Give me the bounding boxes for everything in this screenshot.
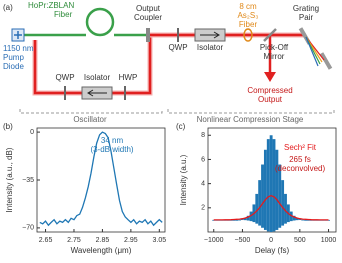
oscillator-bracket: [19, 109, 163, 114]
fringe-band: [238, 219, 242, 221]
x-axis-label: Delay (fs): [255, 246, 290, 255]
x-tick-label: 1000: [321, 237, 337, 244]
fringe-band: [263, 149, 267, 230]
fringe-band: [266, 139, 270, 232]
y-tick-label: 2: [201, 205, 205, 212]
pick-off-label: Mirror: [264, 52, 285, 61]
gain-fiber-label: Fiber: [54, 10, 73, 19]
pump-label: Diode: [3, 62, 24, 71]
fringe-band: [281, 180, 285, 226]
y-tick-label: 4: [201, 180, 205, 187]
fringe-band: [241, 219, 244, 221]
coupler-label: Output: [136, 4, 161, 13]
output-coupler: [146, 28, 150, 42]
fringe-band: [275, 149, 279, 230]
fringe-band: [255, 193, 259, 224]
x-tick-label: 500: [294, 237, 306, 244]
fringe-band: [284, 193, 287, 224]
diode-icon: [14, 31, 22, 39]
x-axis-label: Wavelength (μm): [71, 246, 132, 255]
x-tick-label: 2.85: [96, 237, 110, 244]
isolator-label: Isolator: [197, 43, 224, 52]
grating: [319, 52, 333, 70]
y-tick-label: 8: [201, 132, 205, 139]
x-tick-label: −1000: [204, 237, 224, 244]
label-bg: [190, 115, 310, 125]
grating-label: Pair: [299, 13, 314, 22]
nl-fiber-label: 8 cm: [239, 2, 257, 11]
stage-label: Oscillator: [73, 115, 107, 124]
annotation: (3-dB width): [90, 145, 133, 154]
y-tick-label: 6: [201, 156, 205, 163]
x-tick-label: 0: [269, 237, 273, 244]
fringe-band: [327, 219, 330, 221]
grating-label: Grating: [293, 4, 319, 13]
isolator-label: Isolator: [84, 73, 111, 82]
oscillator-beam: [33, 35, 152, 95]
output-label: Compressed: [247, 86, 292, 95]
fiber-loop: [85, 7, 115, 37]
fringe-band: [304, 219, 308, 221]
pump-label: Pump: [3, 53, 24, 62]
panel-label: (c): [176, 122, 186, 131]
isolator-arrow: [87, 89, 107, 97]
fringe-band: [307, 219, 310, 221]
y-tick-label: 0: [30, 129, 34, 136]
output-arrow: [264, 72, 276, 82]
fringe-band: [261, 164, 264, 228]
fringe-band: [295, 218, 299, 221]
qwp-label: QWP: [168, 43, 187, 52]
setup-diagram: [11, 7, 335, 125]
x-tick-label: 2.65: [39, 237, 53, 244]
annotation: (deconvolved): [275, 164, 326, 173]
qwp-label: QWP: [55, 73, 74, 82]
compression-bracket: [167, 109, 335, 114]
fringe-band: [301, 219, 305, 221]
fringe-band: [243, 218, 247, 221]
fringe-band: [249, 211, 253, 222]
y-tick-label: −70: [22, 225, 34, 232]
data-line: [213, 195, 329, 221]
fringe-band: [292, 215, 296, 221]
panel-label: (b): [3, 122, 13, 131]
y-tick-label: −35: [22, 177, 34, 184]
hwp-label: HWP: [119, 73, 138, 82]
legend-entry: Sech² Fit: [284, 143, 317, 152]
spectrum-ray: [305, 36, 319, 67]
pump-label: 1150 nm: [3, 44, 34, 53]
fringe-band: [269, 135, 273, 232]
nl-fiber-label: As₂S₃: [237, 11, 258, 20]
pick-off-mirror: [263, 28, 277, 42]
y-axis-label: Intensity (a.u.): [179, 154, 188, 205]
fringe-band: [289, 211, 293, 222]
label-bg: [64, 115, 116, 125]
nl-fiber: [243, 28, 253, 42]
fringe-band: [298, 219, 302, 221]
x-tick-label: 3.05: [152, 237, 166, 244]
fringe-band: [272, 139, 276, 232]
panel-label: (a): [3, 3, 13, 12]
isolator-arrow: [200, 31, 220, 39]
beam-glow: [32, 35, 153, 96]
x-tick-label: −500: [235, 237, 251, 244]
gain-fiber-label: HoPr:ZBLAN: [28, 1, 74, 10]
annotation: 34 nm: [101, 136, 124, 145]
pick-off-label: Pick-Off: [260, 43, 289, 52]
x-tick-label: 2.75: [67, 237, 81, 244]
annotation: 265 fs: [289, 155, 311, 164]
output-label: Output: [258, 95, 283, 104]
fringe-band: [235, 219, 239, 221]
fringe-band: [246, 215, 250, 221]
data-line: [39, 131, 163, 227]
stage-label: Nonlinear Compression Stage: [197, 115, 304, 124]
fringe-band: [278, 164, 282, 228]
fringe-band: [232, 219, 236, 221]
x-tick-label: 2.95: [124, 237, 138, 244]
y-axis-label: Intensity (a.u., dB): [5, 147, 14, 212]
compression-beam: [150, 33, 305, 74]
coupler-label: Coupler: [134, 13, 162, 22]
nl-fiber-label: Fiber: [239, 20, 258, 29]
fringe-band: [258, 180, 262, 226]
